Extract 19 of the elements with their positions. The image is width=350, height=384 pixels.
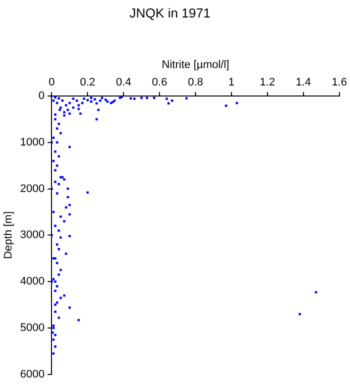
x-tick-label: 0 — [48, 76, 55, 88]
x-tick-label: 1.2 — [260, 76, 276, 88]
x-tick-label: 0.2 — [80, 76, 96, 88]
y-axis-title: Depth [m] — [2, 211, 15, 260]
x-tick-label: 1.6 — [332, 76, 348, 88]
y-tick-label: 1000 — [20, 136, 45, 148]
x-tick-label: 0.8 — [188, 76, 204, 88]
y-tick-label: 6000 — [20, 368, 45, 380]
x-tick-label: 1.4 — [296, 76, 312, 88]
x-tick-label: 0.4 — [116, 76, 132, 88]
y-tick-label: 0 — [38, 90, 45, 102]
chart-title: JNQK in 1971 — [130, 5, 210, 20]
x-tick-label: 0.6 — [152, 76, 168, 88]
y-tick-label: 2000 — [20, 182, 45, 195]
x-tick-label: 1 — [228, 76, 235, 88]
x-axis-title: Nitrite [µmol/l] — [162, 59, 230, 72]
y-tick-label: 3000 — [20, 229, 45, 242]
y-tick-label: 4000 — [20, 276, 45, 288]
y-tick-label: 5000 — [20, 322, 45, 334]
